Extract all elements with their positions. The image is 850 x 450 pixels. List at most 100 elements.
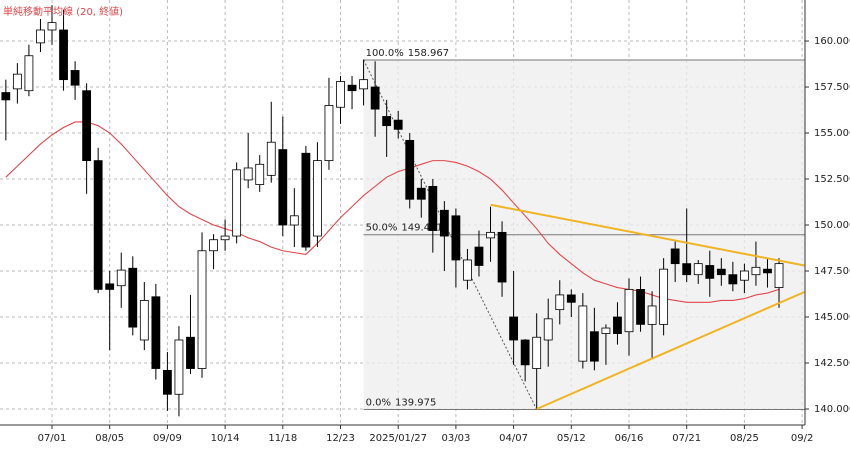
candle-body [509,316,519,341]
candle-body [578,305,588,362]
x-tick-label: 03/03 [441,433,470,444]
candle-body [751,266,761,276]
candle-body [162,369,172,395]
candle-body [451,215,461,261]
plot-area: 100.0% 158.967 50.0% 149.471 0.0% 139.975 [0,0,805,425]
fib-percent: 50.0% [366,223,398,234]
candle-body [105,283,115,290]
candle-body [543,318,553,341]
candle-body [139,300,149,341]
candle-body [128,267,138,328]
candle-body [82,90,92,162]
candle-body [359,79,368,90]
candle-body [486,231,495,239]
fib-label: 0.0% 139.975 [366,397,437,408]
candle-body [474,246,484,266]
candle-body [728,274,738,285]
y-tick-label: 152.500 [814,174,850,185]
x-tick-label: 11/18 [268,433,297,444]
candle-body [566,294,576,303]
fib-trend [363,59,538,410]
candle-body [47,22,57,31]
candle-body [636,289,645,325]
x-tick-label: 09/09 [153,433,182,444]
candle-body [278,149,288,226]
candle-body [336,81,345,108]
candle-body [382,116,392,127]
candle-body [59,29,68,81]
fib-percent: 100.0% [366,48,404,59]
candle-body [463,259,472,281]
candle-body [647,305,657,325]
x-tick-label: 09/2 [791,433,813,444]
candle-body [70,70,80,86]
candle-body [93,160,103,290]
fib-label: 50.0% 149.471 [366,223,443,234]
candle-body [24,55,34,92]
candle-body [393,119,403,130]
ma-line [5,121,780,303]
candle-body [428,185,438,231]
candle-body [347,84,357,92]
y-tick-label: 155.000 [814,128,850,139]
candle-body [682,263,692,276]
candle-body [555,294,565,311]
x-tick-label: 08/25 [730,433,759,444]
candle-body [1,92,11,101]
candle-body [151,296,161,369]
x-tick-label: 06/16 [615,433,644,444]
candle-body [370,86,380,110]
candle-body [12,73,22,90]
candle-body [670,248,680,265]
legend-entry: 単純移動平均線 (20, 終値) [3,5,123,18]
candle-body [209,239,218,252]
candle-body [232,169,242,237]
candle-body [301,152,311,248]
y-tick-label: 142.500 [814,358,850,369]
candle-body [405,139,415,200]
candle-body [174,339,184,395]
candle-body [532,336,542,369]
candle-body [693,263,703,276]
candle-body [243,167,253,181]
candle-body [324,105,334,162]
candle-body [601,327,611,334]
y-tick-label: 147.500 [814,266,850,277]
candle-body [774,263,784,288]
candle-body [716,268,726,276]
x-tick-label: 10/14 [211,433,240,444]
fib-percent: 0.0% [366,397,391,408]
y-tick-label: 150.000 [814,220,850,231]
candle-body [589,331,599,362]
x-tick-label: 12/23 [326,433,355,444]
candle-body [220,235,230,241]
candle-body [497,231,507,283]
x-tick-label: 07/21 [672,433,701,444]
x-tick-label: 2025/01/27 [369,433,427,444]
trendline [536,291,805,410]
x-tick-label: 27 [0,433,1,444]
candle-body [763,268,772,274]
candle-body [197,250,207,369]
candle-body [624,289,634,333]
candle-body [36,29,45,44]
fib-value: 149.471 [401,223,442,234]
y-tick-label: 157.500 [814,82,850,93]
candle-body [186,336,195,369]
x-tick-label: 08/05 [95,433,124,444]
candle-body [439,209,449,237]
fib-value: 158.967 [408,48,449,59]
fib-value: 139.975 [395,397,436,408]
y-tick-label: 140.000 [814,404,850,415]
candle-body [289,215,299,226]
candle-body [313,160,322,237]
candle-body [659,268,669,325]
trendline [490,203,805,267]
y-tick-label: 145.000 [814,312,850,323]
candle-body [116,269,126,287]
axes: 140.000 142.500 145.000 147.500 150.000 152.5… [0,36,850,444]
candle-body [266,141,276,176]
candle-body [416,187,426,200]
y-tick-label: 160.000 [814,36,850,47]
candle-body [740,270,749,281]
